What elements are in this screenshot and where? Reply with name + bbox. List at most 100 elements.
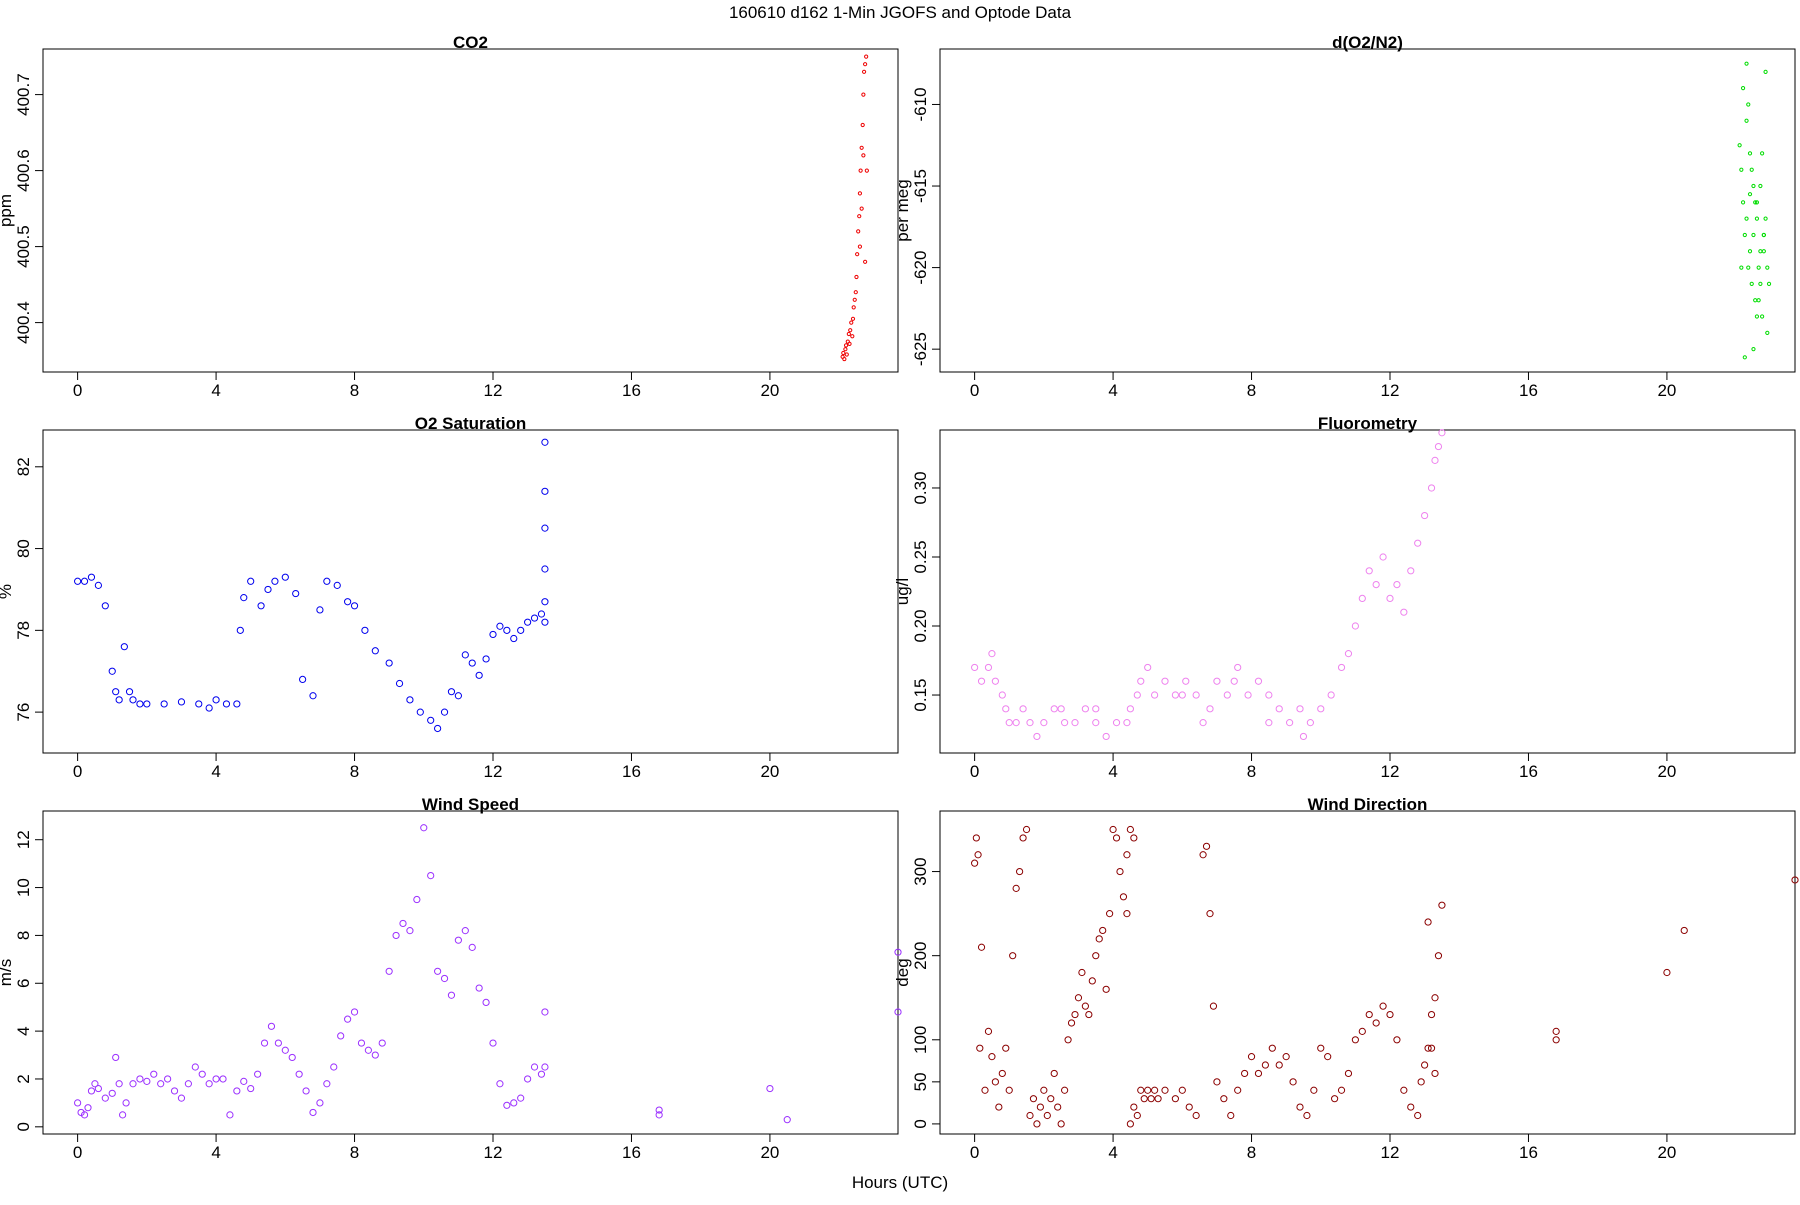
y-tick-label: 400.6 <box>14 149 33 192</box>
data-point <box>1386 594 1394 603</box>
plot-frame <box>939 48 1796 373</box>
data-point <box>988 1053 996 1061</box>
data-point <box>316 1099 324 1107</box>
data-point <box>537 610 546 618</box>
data-point <box>1064 1036 1072 1044</box>
data-point <box>517 626 525 634</box>
data-point <box>1140 1095 1148 1103</box>
data-point <box>447 688 456 696</box>
data-point <box>541 1063 549 1071</box>
data-point <box>894 948 902 956</box>
data-point <box>271 577 279 585</box>
data-point <box>1747 151 1753 156</box>
y-tick-label: -620 <box>911 251 930 285</box>
data-point <box>247 577 255 585</box>
data-point <box>1331 1095 1339 1103</box>
x-tick-label: 12 <box>1381 1143 1400 1162</box>
data-point <box>1040 1086 1048 1094</box>
data-points <box>971 429 1446 741</box>
x-tick-label: 12 <box>484 381 503 400</box>
y-tick-label: 200 <box>911 941 930 969</box>
data-point <box>1026 719 1034 727</box>
data-point <box>1241 1069 1249 1078</box>
panel-o2sat: O2 Saturation% 0 4 8 12 16 20 76 78 80 82 <box>0 414 899 781</box>
y-tick-label: 0.15 <box>911 678 930 711</box>
data-point <box>1171 691 1179 699</box>
data-point <box>861 92 866 97</box>
x-tick-label: 4 <box>211 1143 220 1162</box>
data-point <box>541 618 549 626</box>
data-point <box>434 724 442 733</box>
data-point <box>1244 691 1252 699</box>
data-point <box>1161 677 1169 685</box>
data-point <box>112 1053 120 1062</box>
data-point <box>1043 1111 1051 1120</box>
data-point <box>267 1022 276 1030</box>
data-point <box>427 716 435 724</box>
data-point <box>541 565 549 573</box>
data-point <box>330 1063 338 1071</box>
data-point <box>1126 1120 1134 1128</box>
panel-title: Fluorometry <box>1318 414 1418 433</box>
data-point <box>260 1039 269 1047</box>
data-point <box>122 1099 130 1107</box>
data-point <box>482 655 490 663</box>
data-point <box>894 1008 902 1016</box>
data-point <box>1019 834 1027 842</box>
data-point <box>1282 1053 1290 1061</box>
data-point <box>1751 347 1756 352</box>
data-point <box>1766 281 1772 287</box>
x-tick-label: 20 <box>760 1143 779 1162</box>
data-point <box>1268 1044 1276 1052</box>
data-point <box>84 1104 92 1112</box>
data-point <box>1744 61 1749 66</box>
data-point <box>191 1063 199 1071</box>
panel-wspd: Wind Speed m/s 0 4 8 12 16 20 0 2 4 6 8 10 12 <box>0 795 902 1162</box>
data-point <box>1047 1095 1055 1103</box>
data-point <box>1040 719 1048 727</box>
y-tick-label: 50 <box>911 1072 930 1091</box>
data-point <box>1393 1036 1401 1044</box>
data-point <box>1085 1010 1093 1019</box>
data-point <box>1765 265 1770 270</box>
data-point <box>115 1080 123 1088</box>
x-tick-label: 4 <box>1108 1143 1117 1162</box>
data-point <box>537 1070 546 1078</box>
figure-title: 160610 d162 1-Min JGOFS and Optode Data <box>729 3 1072 22</box>
y-tick-label: 400.4 <box>14 301 33 344</box>
data-point <box>219 1075 227 1083</box>
data-point <box>80 1111 89 1119</box>
data-point <box>1130 834 1138 842</box>
y-tick-label: 0.25 <box>911 540 930 573</box>
data-point <box>1417 1078 1425 1086</box>
x-tick-label: 0 <box>73 1143 82 1162</box>
data-point <box>482 998 490 1007</box>
data-point <box>302 1087 310 1095</box>
data-point <box>1213 1078 1221 1086</box>
data-point <box>1337 663 1346 672</box>
y-tick-label: 80 <box>14 539 33 558</box>
data-point <box>988 650 996 658</box>
y-axis-label: ppm <box>0 194 15 227</box>
data-point <box>1754 200 1760 205</box>
data-point <box>1192 691 1200 699</box>
data-point <box>1758 183 1763 189</box>
data-point <box>1758 281 1763 287</box>
data-point <box>1199 719 1207 727</box>
data-point <box>333 581 341 589</box>
data-point <box>468 659 476 667</box>
data-point <box>856 229 861 234</box>
y-tick-label: 6 <box>14 979 33 988</box>
data-point <box>316 606 324 614</box>
data-point <box>1265 691 1273 699</box>
data-point <box>1740 86 1746 91</box>
data-point <box>264 585 272 594</box>
data-point <box>655 1111 663 1119</box>
data-point <box>1102 732 1110 741</box>
data-point <box>1081 1002 1089 1010</box>
data-point <box>1012 884 1020 892</box>
data-point <box>1740 200 1746 205</box>
data-point <box>447 991 456 999</box>
data-point <box>863 259 868 264</box>
x-tick-label: 20 <box>1657 762 1676 781</box>
